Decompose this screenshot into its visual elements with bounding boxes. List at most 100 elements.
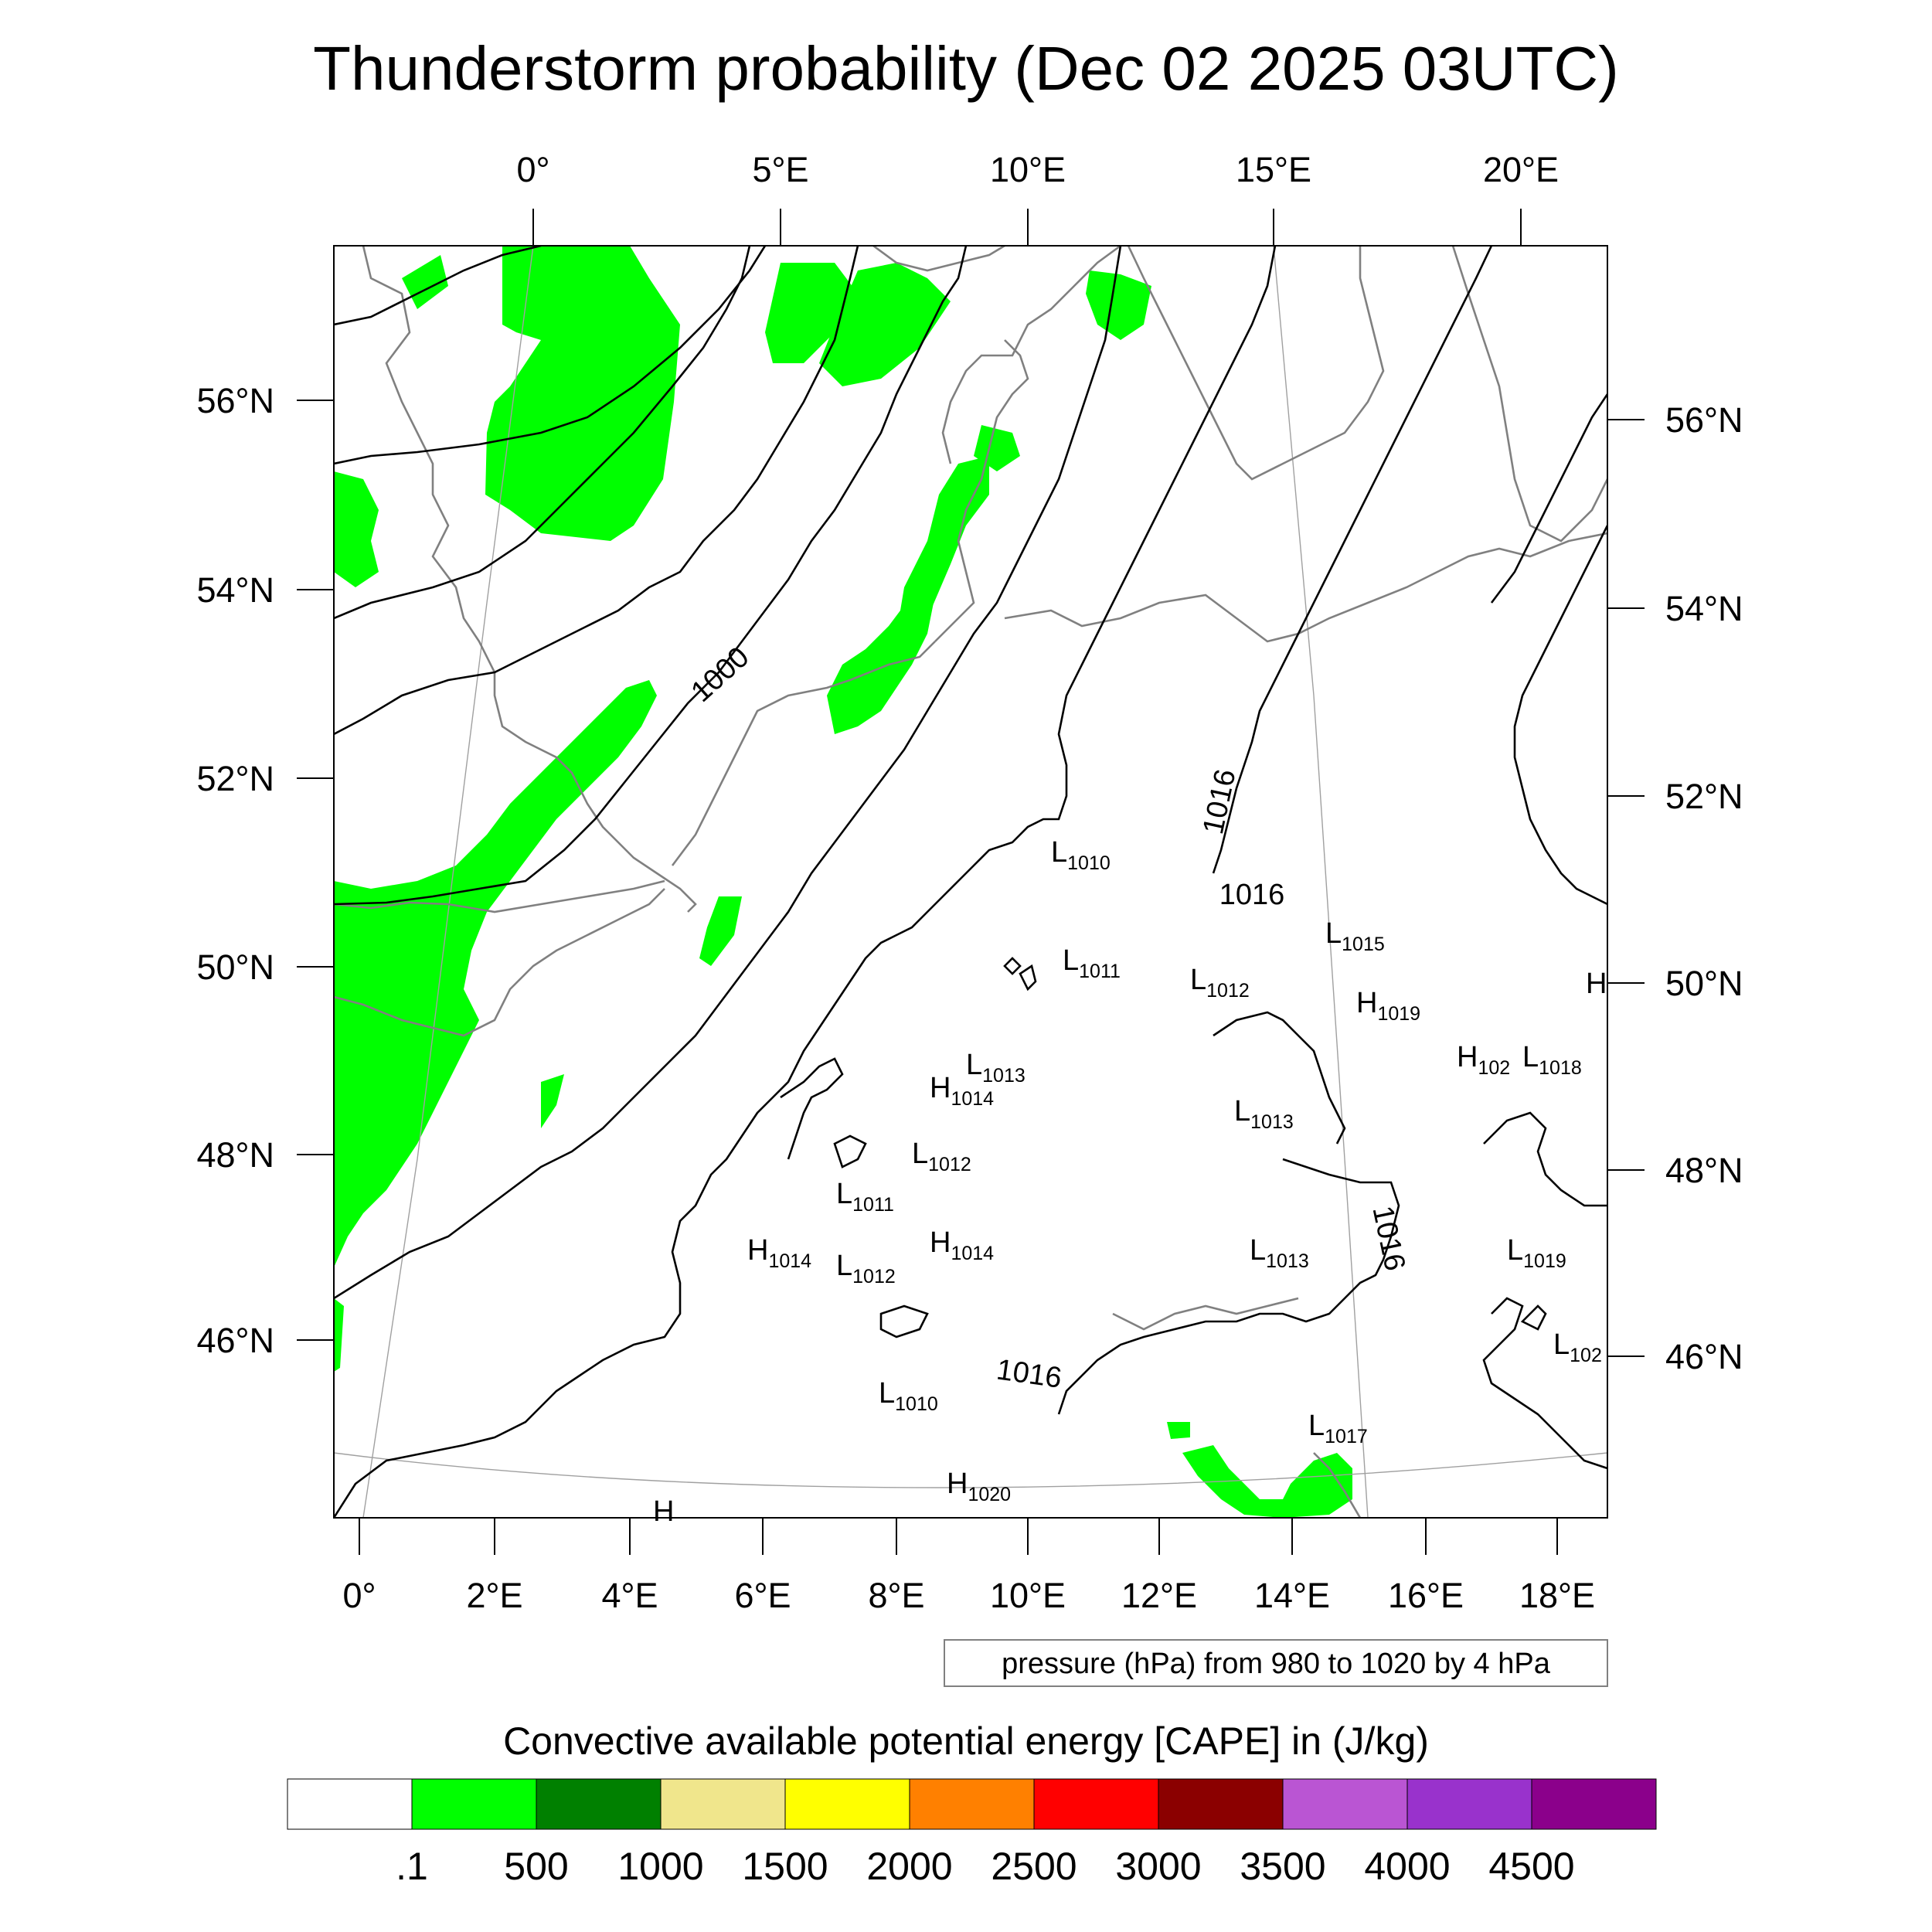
contour-info-text: pressure (hPa) from 980 to 1020 by 4 hPa — [1002, 1648, 1551, 1680]
isobar-f — [334, 246, 1122, 1300]
colorbar-label: 4500 — [1488, 1845, 1574, 1888]
isobar-r — [1019, 964, 1037, 992]
coast-norway-south — [872, 246, 1005, 272]
coast-baltic-east — [1451, 246, 1607, 543]
isobar-label: 1016 — [1219, 879, 1285, 911]
coast-uk-south — [334, 879, 665, 913]
isobar-e — [334, 246, 968, 906]
isobar-l — [1482, 1297, 1607, 1470]
pressure-system-marker: L1018 — [1522, 1041, 1582, 1079]
pressure-system-marker: L1012 — [912, 1138, 971, 1175]
right-lat-label: 54°N — [1665, 589, 1743, 628]
coast-italy-north — [1112, 1297, 1299, 1331]
bottom-lon-label: 12°E — [1121, 1576, 1197, 1615]
isobar-1000 — [334, 246, 859, 736]
pressure-system-marker: L102 — [1553, 1328, 1602, 1366]
colorbar-label: 1000 — [617, 1845, 703, 1888]
isobar-m — [1213, 1011, 1346, 1145]
colorbar: Convective available potential energy [C… — [287, 1719, 1657, 1888]
isobar-s — [1520, 1304, 1547, 1331]
cape-area-north-sea-northeast — [819, 263, 951, 386]
isobar-p — [879, 1304, 929, 1338]
colorbar-swatch — [536, 1778, 662, 1830]
cape-area-channel-band — [334, 680, 657, 1267]
cape-area-uk-south — [334, 1298, 344, 1372]
colorbar-label: 2500 — [991, 1845, 1077, 1888]
coast-sweden — [1127, 246, 1385, 481]
left-lat-label: 56°N — [196, 381, 274, 420]
cape-area-belgium-inland — [699, 896, 742, 966]
isobar-1016-east — [1212, 246, 1493, 874]
parallel-45n — [334, 1452, 1607, 1488]
colorbar-swatch — [909, 1778, 1035, 1830]
bottom-lon-label: 8°E — [868, 1576, 924, 1615]
colorbar-swatch — [1406, 1778, 1532, 1830]
left-lat-label: 46°N — [196, 1321, 274, 1360]
top-lon-label: 15°E — [1236, 150, 1311, 189]
cape-areas — [334, 246, 1352, 1518]
bottom-lon-label: 10°E — [990, 1576, 1066, 1615]
colorbar-swatch — [1531, 1778, 1657, 1830]
left-lat-label: 48°N — [196, 1135, 274, 1175]
coast-baltic-south — [1004, 532, 1607, 643]
isobar-o — [833, 1134, 867, 1168]
coast-denmark — [941, 246, 1121, 464]
cape-area-north-sea-mid — [765, 263, 858, 363]
colorbar-swatches — [287, 1778, 1657, 1830]
cape-area-netherlands — [827, 595, 935, 734]
pressure-system-marker: L1010 — [1051, 836, 1111, 874]
bottom-lon-label: 6°E — [734, 1576, 791, 1615]
coast-uk-east — [362, 246, 697, 913]
pressure-system-marker: H1019 — [1356, 987, 1420, 1025]
colorbar-label: 3500 — [1240, 1845, 1325, 1888]
isobar-q — [1003, 957, 1022, 975]
colorbar-labels: .1 500 1000 1500 2000 2500 3000 3500 4000 4500 — [396, 1845, 1574, 1888]
pressure-system-marker: L1011 — [836, 1178, 894, 1216]
pressure-system-marker: L1019 — [1507, 1234, 1566, 1272]
isobar-i — [1490, 393, 1607, 604]
right-lat-label: 46°N — [1665, 1337, 1743, 1376]
pressure-system-marker: H — [1586, 968, 1607, 1000]
colorbar-swatch — [287, 1778, 413, 1830]
isobar-c — [334, 246, 751, 620]
axis-ticks — [297, 209, 1645, 1555]
colorbar-title: Convective available potential energy [C… — [503, 1719, 1429, 1763]
right-lat-label: 56°N — [1665, 400, 1743, 440]
left-lat-label: 54°N — [196, 570, 274, 610]
colorbar-label: 500 — [504, 1845, 568, 1888]
colorbar-swatch — [1158, 1778, 1284, 1830]
isobars — [334, 246, 1607, 1518]
contour-info-frame — [944, 1639, 1608, 1687]
colorbar-swatch — [1033, 1778, 1159, 1830]
colorbar-label: 2000 — [866, 1845, 952, 1888]
meridian-15e — [1273, 246, 1369, 1518]
bottom-lon-labels: 0° 2°E 4°E 6°E 8°E 10°E 12°E 14°E 16°E 1… — [342, 1576, 1595, 1615]
cape-area-uk-east — [334, 471, 379, 587]
pressure-system-marker: L1010 — [879, 1377, 938, 1415]
top-lon-label: 20°E — [1483, 150, 1559, 189]
left-lat-labels: 56°N 54°N 52°N 50°N 48°N 46°N — [196, 381, 274, 1360]
right-lat-label: 48°N — [1665, 1151, 1743, 1190]
coast-germany-north — [934, 339, 1029, 642]
pressure-systems: L1010 L1011 L1012 L1015 H1019 H H102 L10… — [653, 836, 1607, 1528]
coast-adriatic-east — [1313, 1452, 1362, 1518]
isobar-k — [1483, 1111, 1607, 1207]
bottom-lon-label: 16°E — [1388, 1576, 1464, 1615]
pressure-system-marker: L1013 — [1234, 1095, 1294, 1133]
meridian-0 — [362, 246, 534, 1518]
cape-area-north-sea-north — [485, 246, 680, 541]
colorbar-swatch — [411, 1778, 537, 1830]
isobar-1016 — [334, 246, 1277, 1518]
top-lon-label: 10°E — [990, 150, 1066, 189]
colorbar-swatch — [1282, 1778, 1408, 1830]
pressure-system-marker: H — [653, 1495, 674, 1528]
pressure-system-marker: H102 — [1457, 1041, 1510, 1079]
colorbar-label: 1500 — [742, 1845, 828, 1888]
pressure-system-marker: L1015 — [1325, 917, 1385, 955]
pressure-system-marker: H1014 — [747, 1234, 811, 1272]
top-lon-label: 0° — [516, 150, 549, 189]
bottom-lon-label: 2°E — [466, 1576, 522, 1615]
isobar-a — [334, 246, 542, 326]
isobar-h — [1057, 1158, 1400, 1415]
